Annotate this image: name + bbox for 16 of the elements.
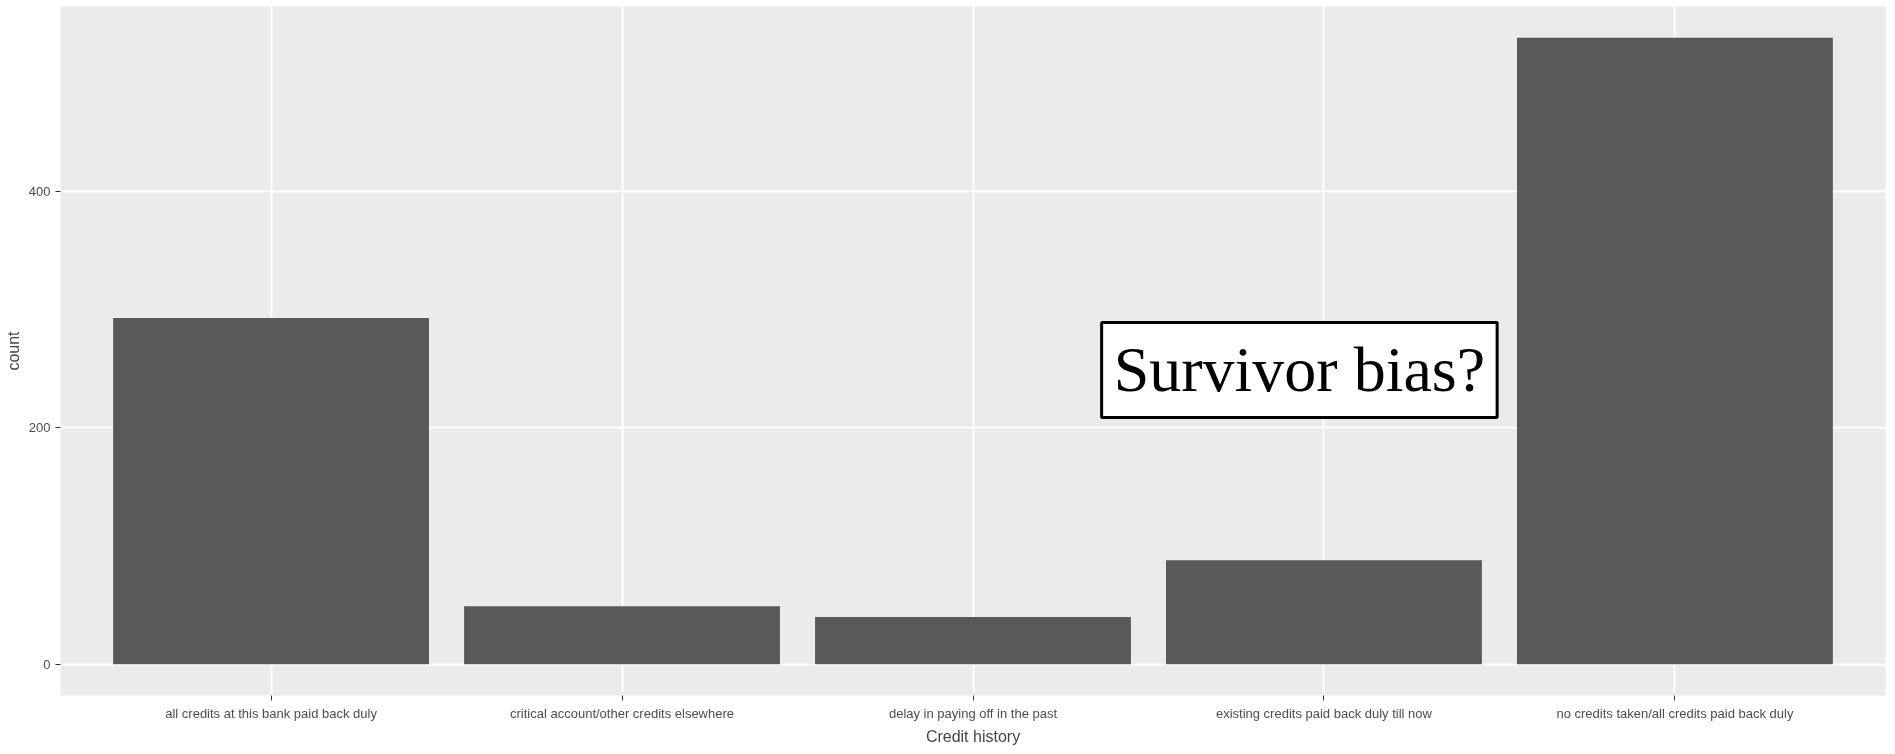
bar	[1516, 37, 1833, 665]
x-tick-label: delay in paying off in the past	[888, 705, 1058, 721]
bar	[1166, 560, 1482, 665]
x-tick-label: critical account/other credits elsewhere	[510, 705, 735, 721]
x-tick-label: all credits at this bank paid back duly	[165, 705, 378, 721]
y-tick-label: 400	[28, 183, 51, 199]
y-tick-label: 200	[28, 420, 51, 436]
bar	[464, 606, 780, 665]
x-tick-label: existing credits paid back duly till now	[1215, 705, 1433, 721]
bar	[815, 616, 1131, 665]
x-axis-title: Credit history	[925, 727, 1021, 745]
y-tick-label: 0	[43, 656, 51, 672]
x-tick-label: no credits taken/all credits paid back duly	[1556, 705, 1794, 721]
y-axis-title: count	[4, 330, 22, 371]
annotation: Survivor bias?	[1113, 334, 1486, 406]
bar	[113, 317, 430, 665]
